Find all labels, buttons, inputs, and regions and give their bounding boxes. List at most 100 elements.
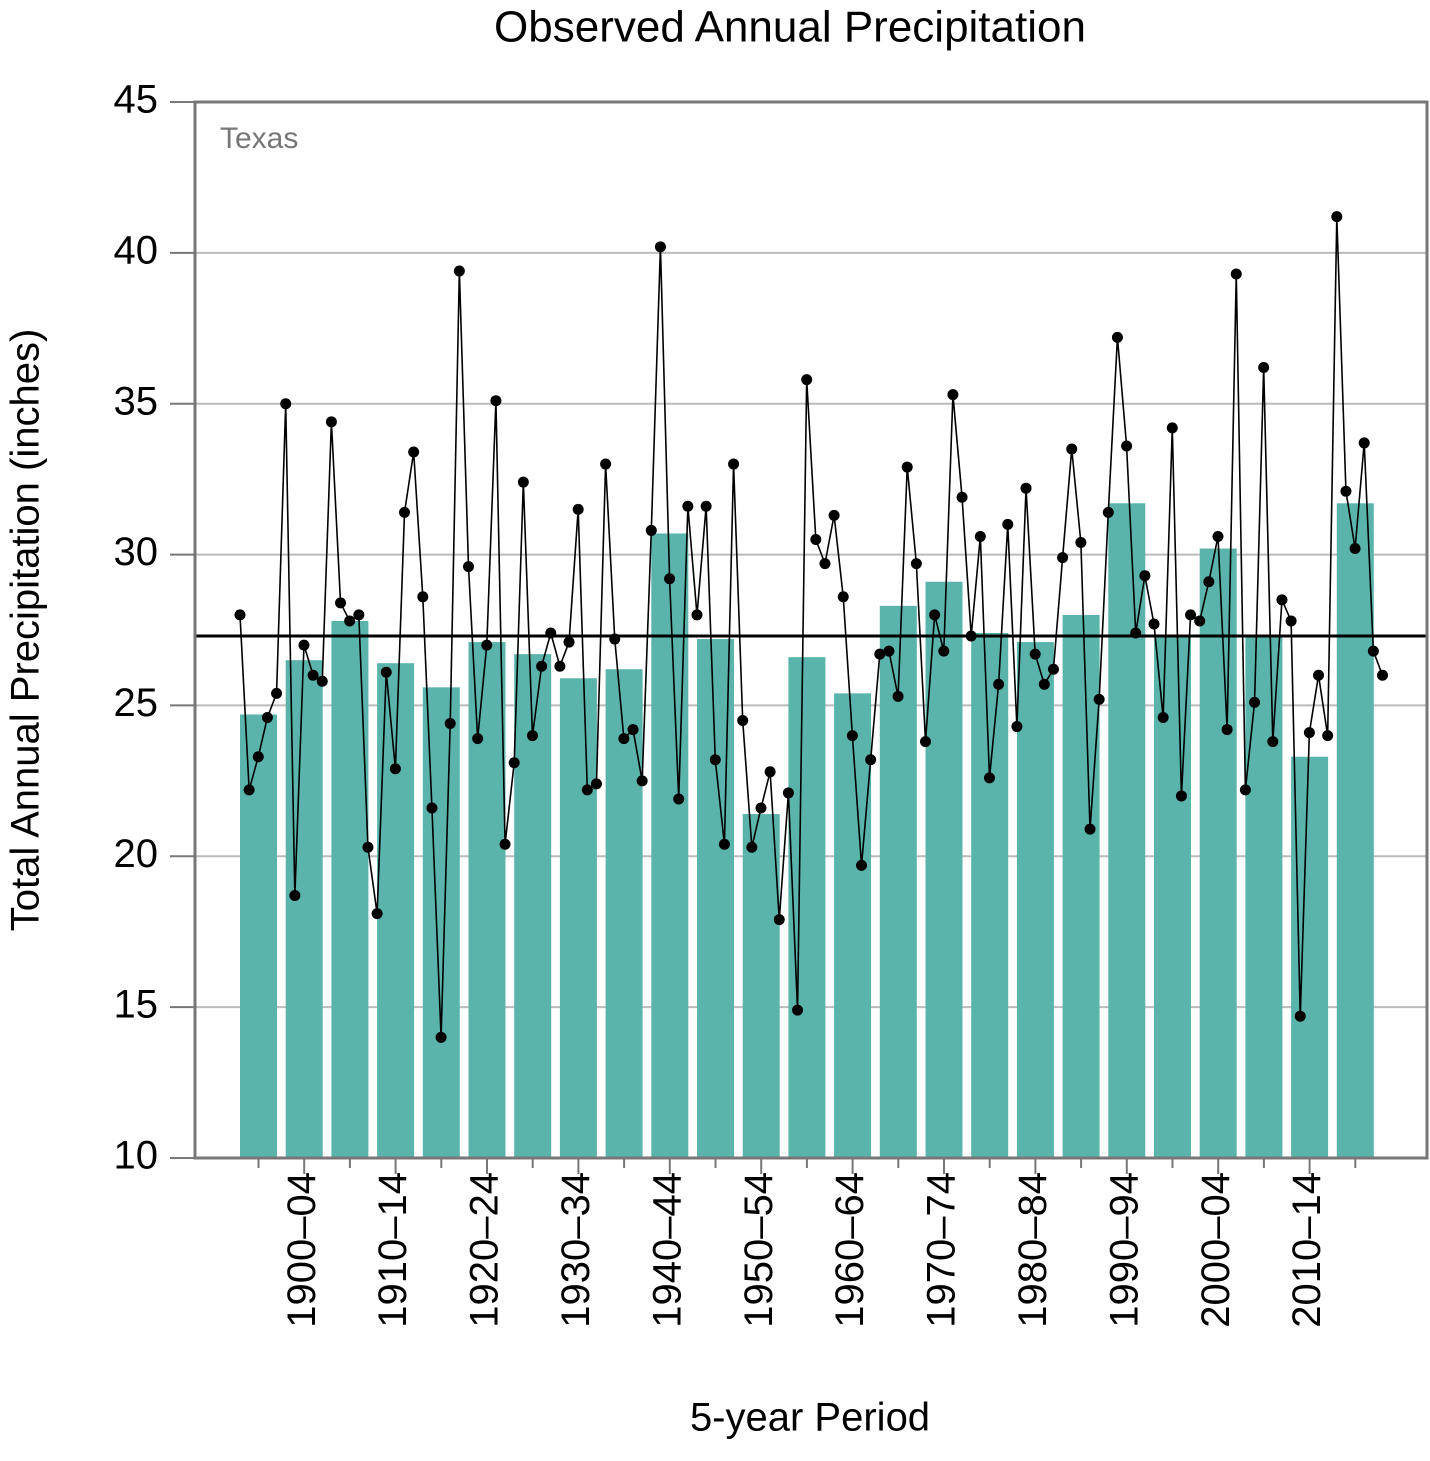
bar [971, 633, 1009, 1158]
annual-point [654, 241, 666, 253]
annual-point [1331, 211, 1343, 223]
x-tick-label: 2000–04 [1194, 1172, 1238, 1328]
annual-point [993, 678, 1005, 690]
annual-point [700, 500, 712, 512]
annual-point [1349, 543, 1361, 555]
x-tick-label: 2010–14 [1285, 1172, 1329, 1328]
annual-point [252, 751, 264, 763]
bar [559, 678, 597, 1158]
annual-point [389, 763, 401, 775]
bar [788, 657, 826, 1158]
bar [1291, 756, 1329, 1158]
annual-point [526, 730, 538, 742]
annual-point [920, 736, 931, 748]
annual-point [234, 609, 246, 621]
x-tick-label: 1950–54 [737, 1172, 781, 1328]
annual-point [910, 558, 922, 570]
annual-point [892, 690, 904, 702]
annual-point [1093, 693, 1105, 705]
annual-point [344, 615, 356, 627]
annual-point [1130, 627, 1142, 639]
annual-point [828, 509, 840, 521]
annual-point [709, 754, 721, 766]
annual-point [1038, 678, 1050, 690]
x-axis-label: 5-year Period [690, 1396, 930, 1440]
y-tick-label: 25 [114, 681, 159, 725]
annual-point [1303, 727, 1315, 739]
x-tick-label: 1940–44 [645, 1172, 689, 1328]
y-tick-label: 20 [114, 832, 159, 876]
annual-point [1322, 730, 1334, 742]
annual-point [1367, 645, 1379, 657]
annual-point [1066, 443, 1078, 455]
y-tick-label: 40 [114, 228, 159, 272]
annual-point [508, 757, 520, 769]
annual-point [271, 687, 283, 699]
annual-point [399, 506, 411, 518]
annual-point [764, 766, 776, 778]
annual-point [1075, 537, 1087, 549]
annual-point [362, 841, 374, 853]
bar [240, 714, 277, 1158]
annual-point [1358, 437, 1370, 449]
annual-point [353, 609, 365, 621]
annual-point [545, 627, 557, 639]
annual-point [572, 503, 584, 515]
annual-point [325, 416, 337, 428]
x-tick-label: 1900–04 [280, 1172, 324, 1328]
annual-point [837, 591, 849, 603]
bar [1336, 503, 1374, 1158]
y-tick-label: 10 [114, 1134, 159, 1178]
annual-point [856, 859, 868, 871]
annual-point [956, 491, 968, 503]
annual-point [1175, 790, 1187, 802]
annual-point [1139, 570, 1151, 582]
annual-point [682, 500, 694, 512]
x-tick-label: 1920–24 [463, 1172, 507, 1328]
annual-point [819, 558, 831, 570]
y-axis-label: Total Annual Precipitation (inches) [4, 329, 48, 932]
annual-point [874, 648, 886, 660]
annual-point [1203, 576, 1215, 588]
annual-point [1294, 1010, 1306, 1022]
annual-point [1020, 482, 1032, 494]
annual-point [691, 609, 703, 621]
annual-point [1084, 823, 1096, 835]
annual-point [1011, 721, 1023, 733]
annual-point [938, 645, 950, 657]
annual-point [1111, 331, 1123, 343]
plot-frame [193, 100, 1429, 1160]
annual-point [1185, 609, 1197, 621]
annual-point [792, 1004, 804, 1016]
annual-point [974, 530, 986, 542]
annual-point [536, 660, 548, 672]
annual-point [1267, 736, 1279, 748]
annual-point [1212, 530, 1224, 542]
annual-point [1121, 440, 1133, 452]
annual-point [929, 609, 941, 621]
annual-point [618, 733, 630, 745]
annual-point [444, 718, 456, 730]
annual-point [600, 458, 612, 470]
annual-point [472, 733, 484, 745]
annual-point [718, 838, 730, 850]
x-tick-label: 1910–14 [371, 1172, 415, 1328]
annual-point [499, 838, 511, 850]
annual-point [1029, 648, 1041, 660]
annual-point [755, 802, 767, 814]
annual-point [1239, 784, 1251, 796]
annual-point [983, 772, 995, 784]
annual-point [517, 476, 529, 488]
annual-point [1221, 724, 1233, 736]
annual-point [435, 1031, 447, 1043]
annual-point [883, 645, 895, 657]
bar [651, 533, 689, 1158]
annual-point [645, 524, 657, 536]
annual-point [865, 754, 877, 766]
annual-point [335, 597, 347, 609]
annual-point [563, 636, 575, 648]
annual-point [609, 633, 621, 645]
annual-point [1285, 615, 1297, 627]
annual-point [1148, 618, 1160, 630]
